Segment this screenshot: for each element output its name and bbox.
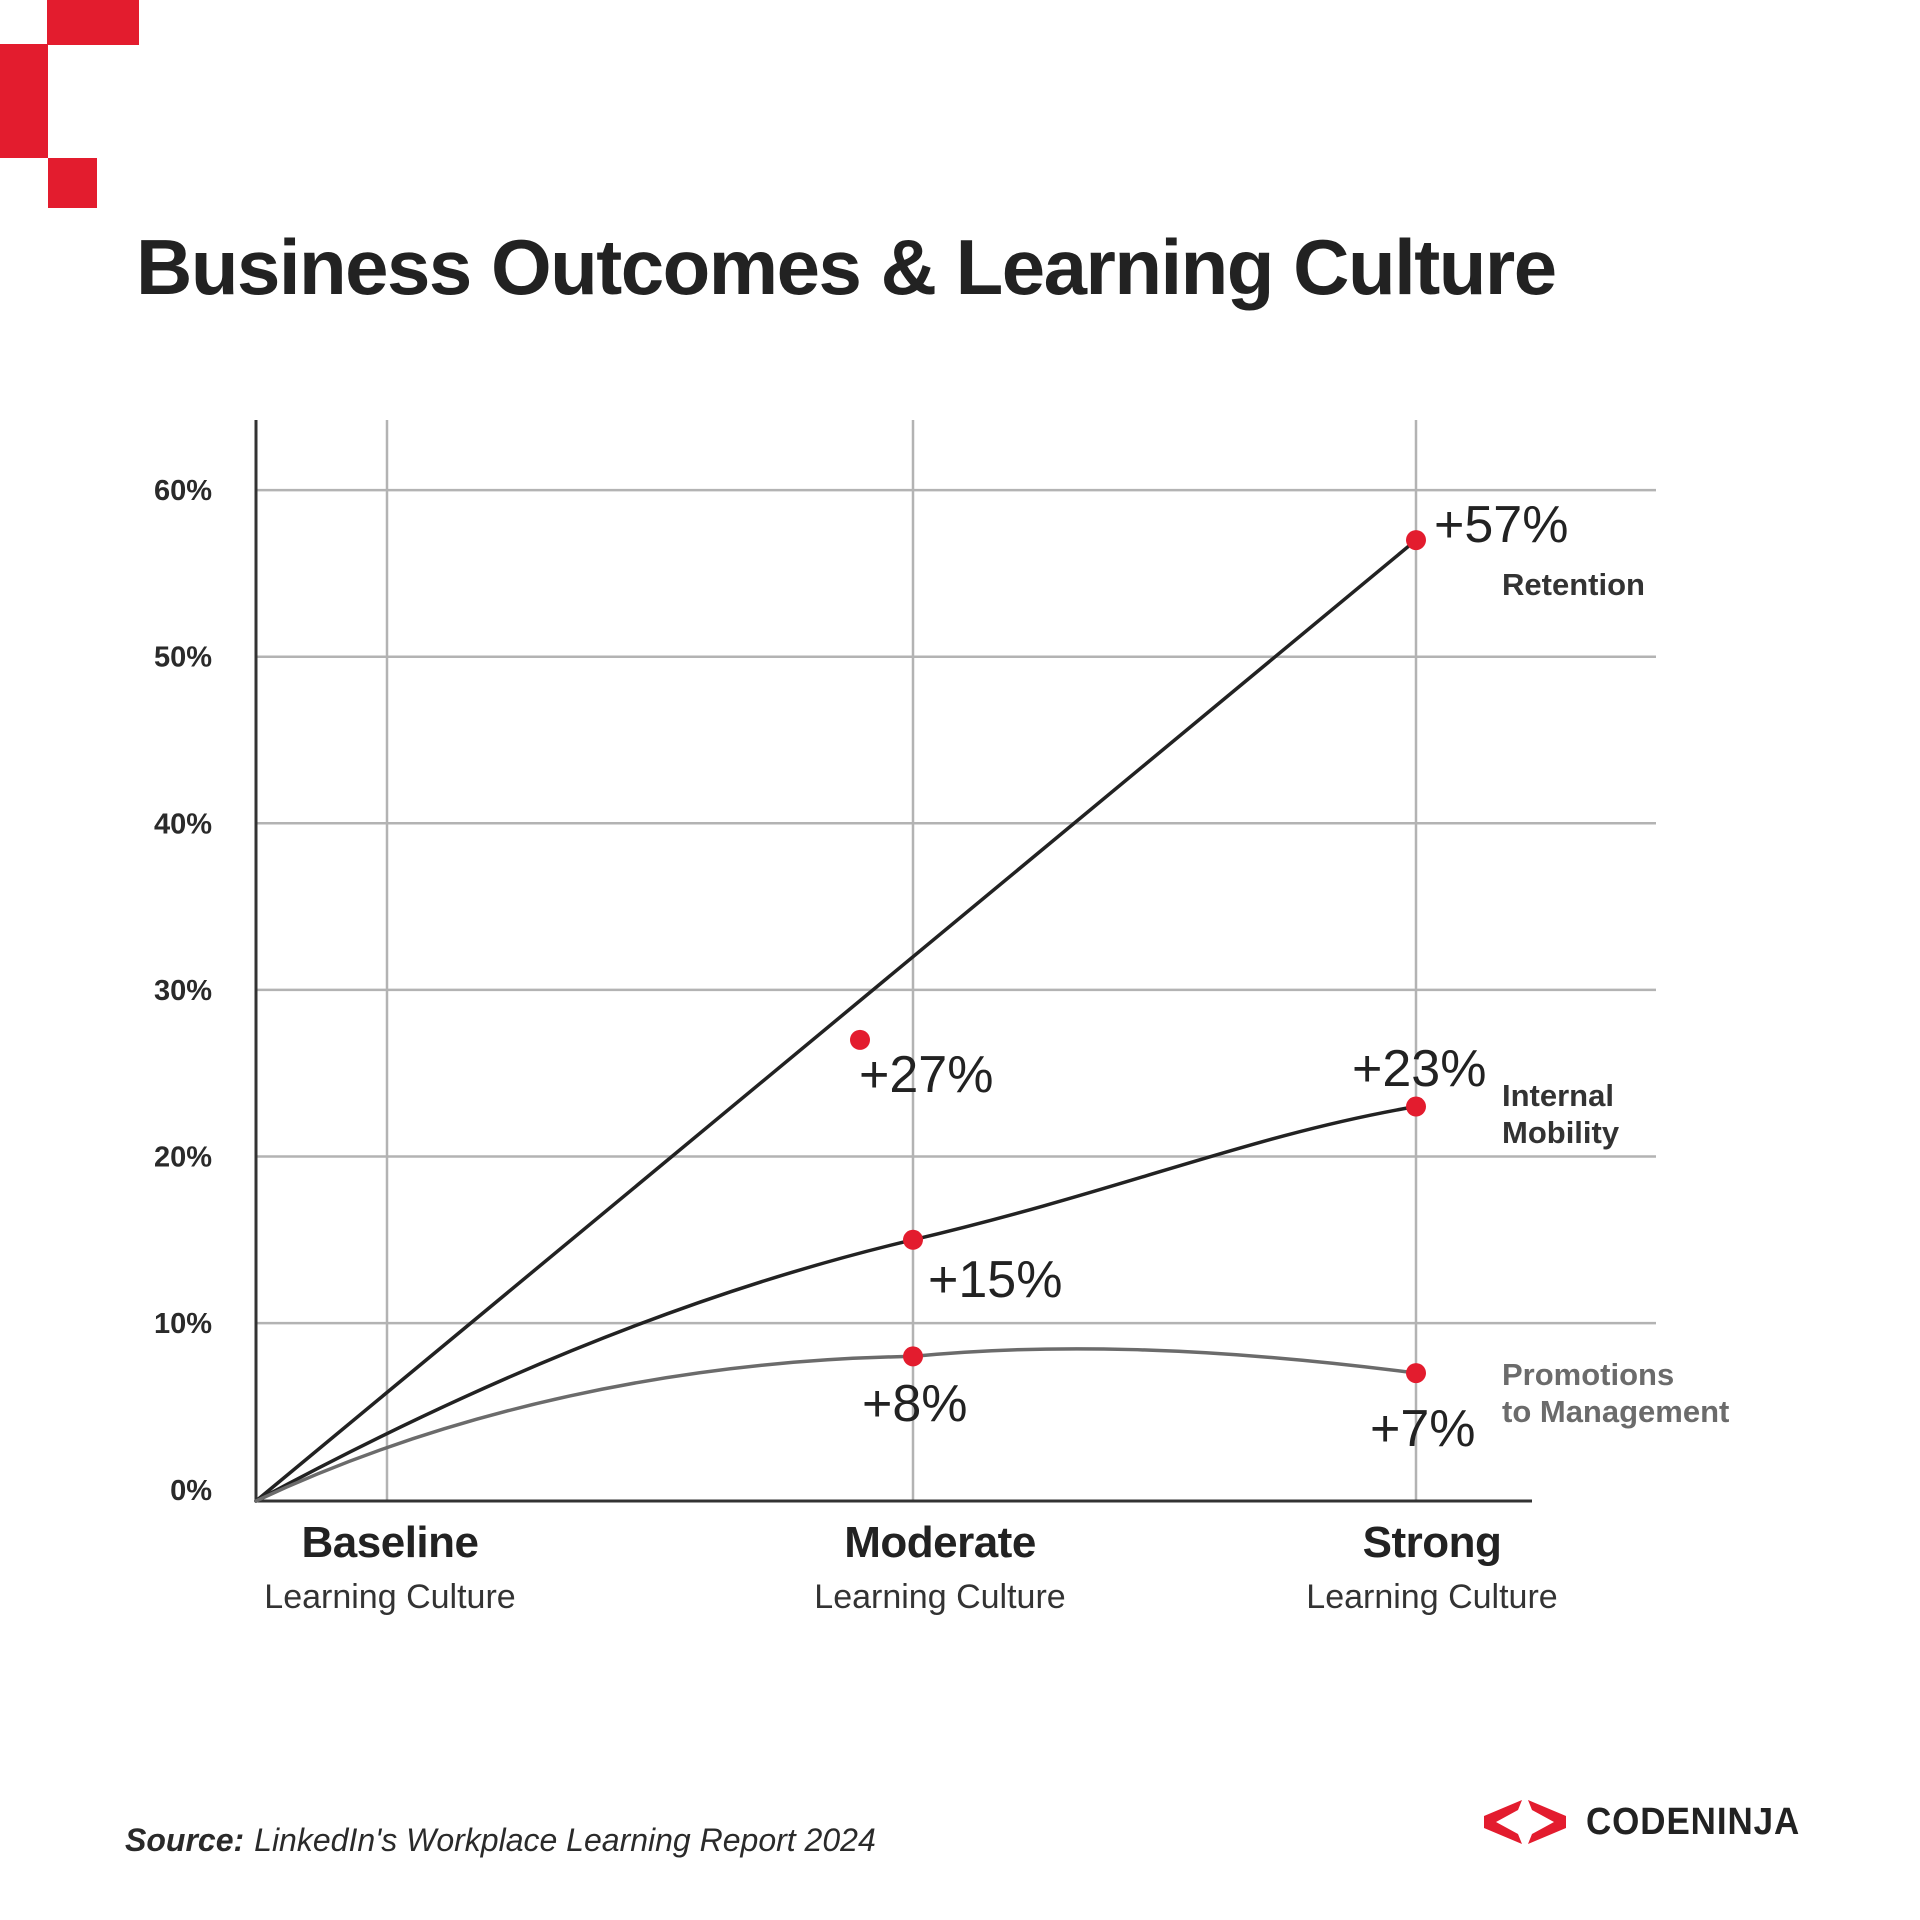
x-category-label: Moderate xyxy=(844,1518,1036,1567)
data-value-label: +57% xyxy=(1434,496,1568,554)
y-tick-label: 60% xyxy=(154,475,212,507)
vertical-gridlines xyxy=(385,420,1418,1500)
series-line-retention xyxy=(254,538,1418,1503)
series-lines xyxy=(254,538,1418,1503)
decor-block-bottom xyxy=(48,158,97,208)
data-point-dot xyxy=(1406,530,1426,551)
y-tick-label: 10% xyxy=(154,1308,212,1340)
series-name-label: Retention xyxy=(1502,567,1645,602)
codeninja-chevrons-icon xyxy=(1484,1800,1566,1844)
y-axis-tick-labels: 0% 10% 20% 30% 40% 50% 60% xyxy=(154,475,212,1507)
codeninja-logo: CODENINJA xyxy=(1482,1796,1819,1848)
data-value-labels: +27% +57% +15% +23% +8% +7% xyxy=(859,496,1568,1458)
data-point-dot xyxy=(903,1346,923,1367)
series-line-internal-mobility xyxy=(254,1104,1418,1503)
line-chart: 0% 10% 20% 30% 40% 50% 60% Baseline Learning Cu… xyxy=(154,420,1729,1616)
series-name-label: to Management xyxy=(1502,1394,1729,1429)
decor-block-top xyxy=(47,0,139,45)
data-value-label: +15% xyxy=(928,1251,1062,1309)
data-point-dot xyxy=(850,1029,870,1050)
logo-text: CODENINJA xyxy=(1586,1800,1801,1843)
x-category-sublabel: Learning Culture xyxy=(1306,1578,1557,1616)
source-value: LinkedIn's Workplace Learning Report 202… xyxy=(254,1822,876,1858)
page-title: Business Outcomes & Learning Culture xyxy=(136,223,1557,311)
decor-block-left xyxy=(0,44,48,158)
data-value-label: +8% xyxy=(862,1375,968,1433)
series-line-promotions-to-management xyxy=(254,1347,1418,1503)
x-category-label: Strong xyxy=(1363,1518,1502,1567)
data-point-dot xyxy=(903,1229,923,1250)
data-value-label: +7% xyxy=(1370,1400,1476,1458)
data-point-dot xyxy=(1406,1363,1426,1384)
source-citation: Source: LinkedIn's Workplace Learning Rep… xyxy=(125,1822,876,1859)
x-axis-category-labels: Baseline Learning Culture Moderate Learning… xyxy=(264,1518,1557,1616)
data-value-label: +23% xyxy=(1352,1040,1486,1098)
series-name-label: Mobility xyxy=(1502,1115,1620,1150)
series-name-label: Promotions xyxy=(1502,1357,1674,1392)
source-key: Source: xyxy=(125,1822,245,1858)
x-category-sublabel: Learning Culture xyxy=(264,1578,515,1616)
y-tick-label: 0% xyxy=(170,1475,212,1507)
data-point-dot xyxy=(1406,1096,1426,1117)
y-tick-label: 30% xyxy=(154,975,212,1007)
y-tick-label: 50% xyxy=(154,642,212,674)
y-tick-label: 40% xyxy=(154,808,212,840)
series-name-label: Internal xyxy=(1502,1078,1614,1113)
data-points xyxy=(850,530,1426,1384)
x-category-sublabel: Learning Culture xyxy=(814,1578,1065,1616)
x-category-label: Baseline xyxy=(302,1518,479,1567)
y-tick-label: 20% xyxy=(154,1142,212,1174)
horizontal-gridlines xyxy=(256,488,1656,1325)
data-value-label: +27% xyxy=(859,1046,993,1104)
